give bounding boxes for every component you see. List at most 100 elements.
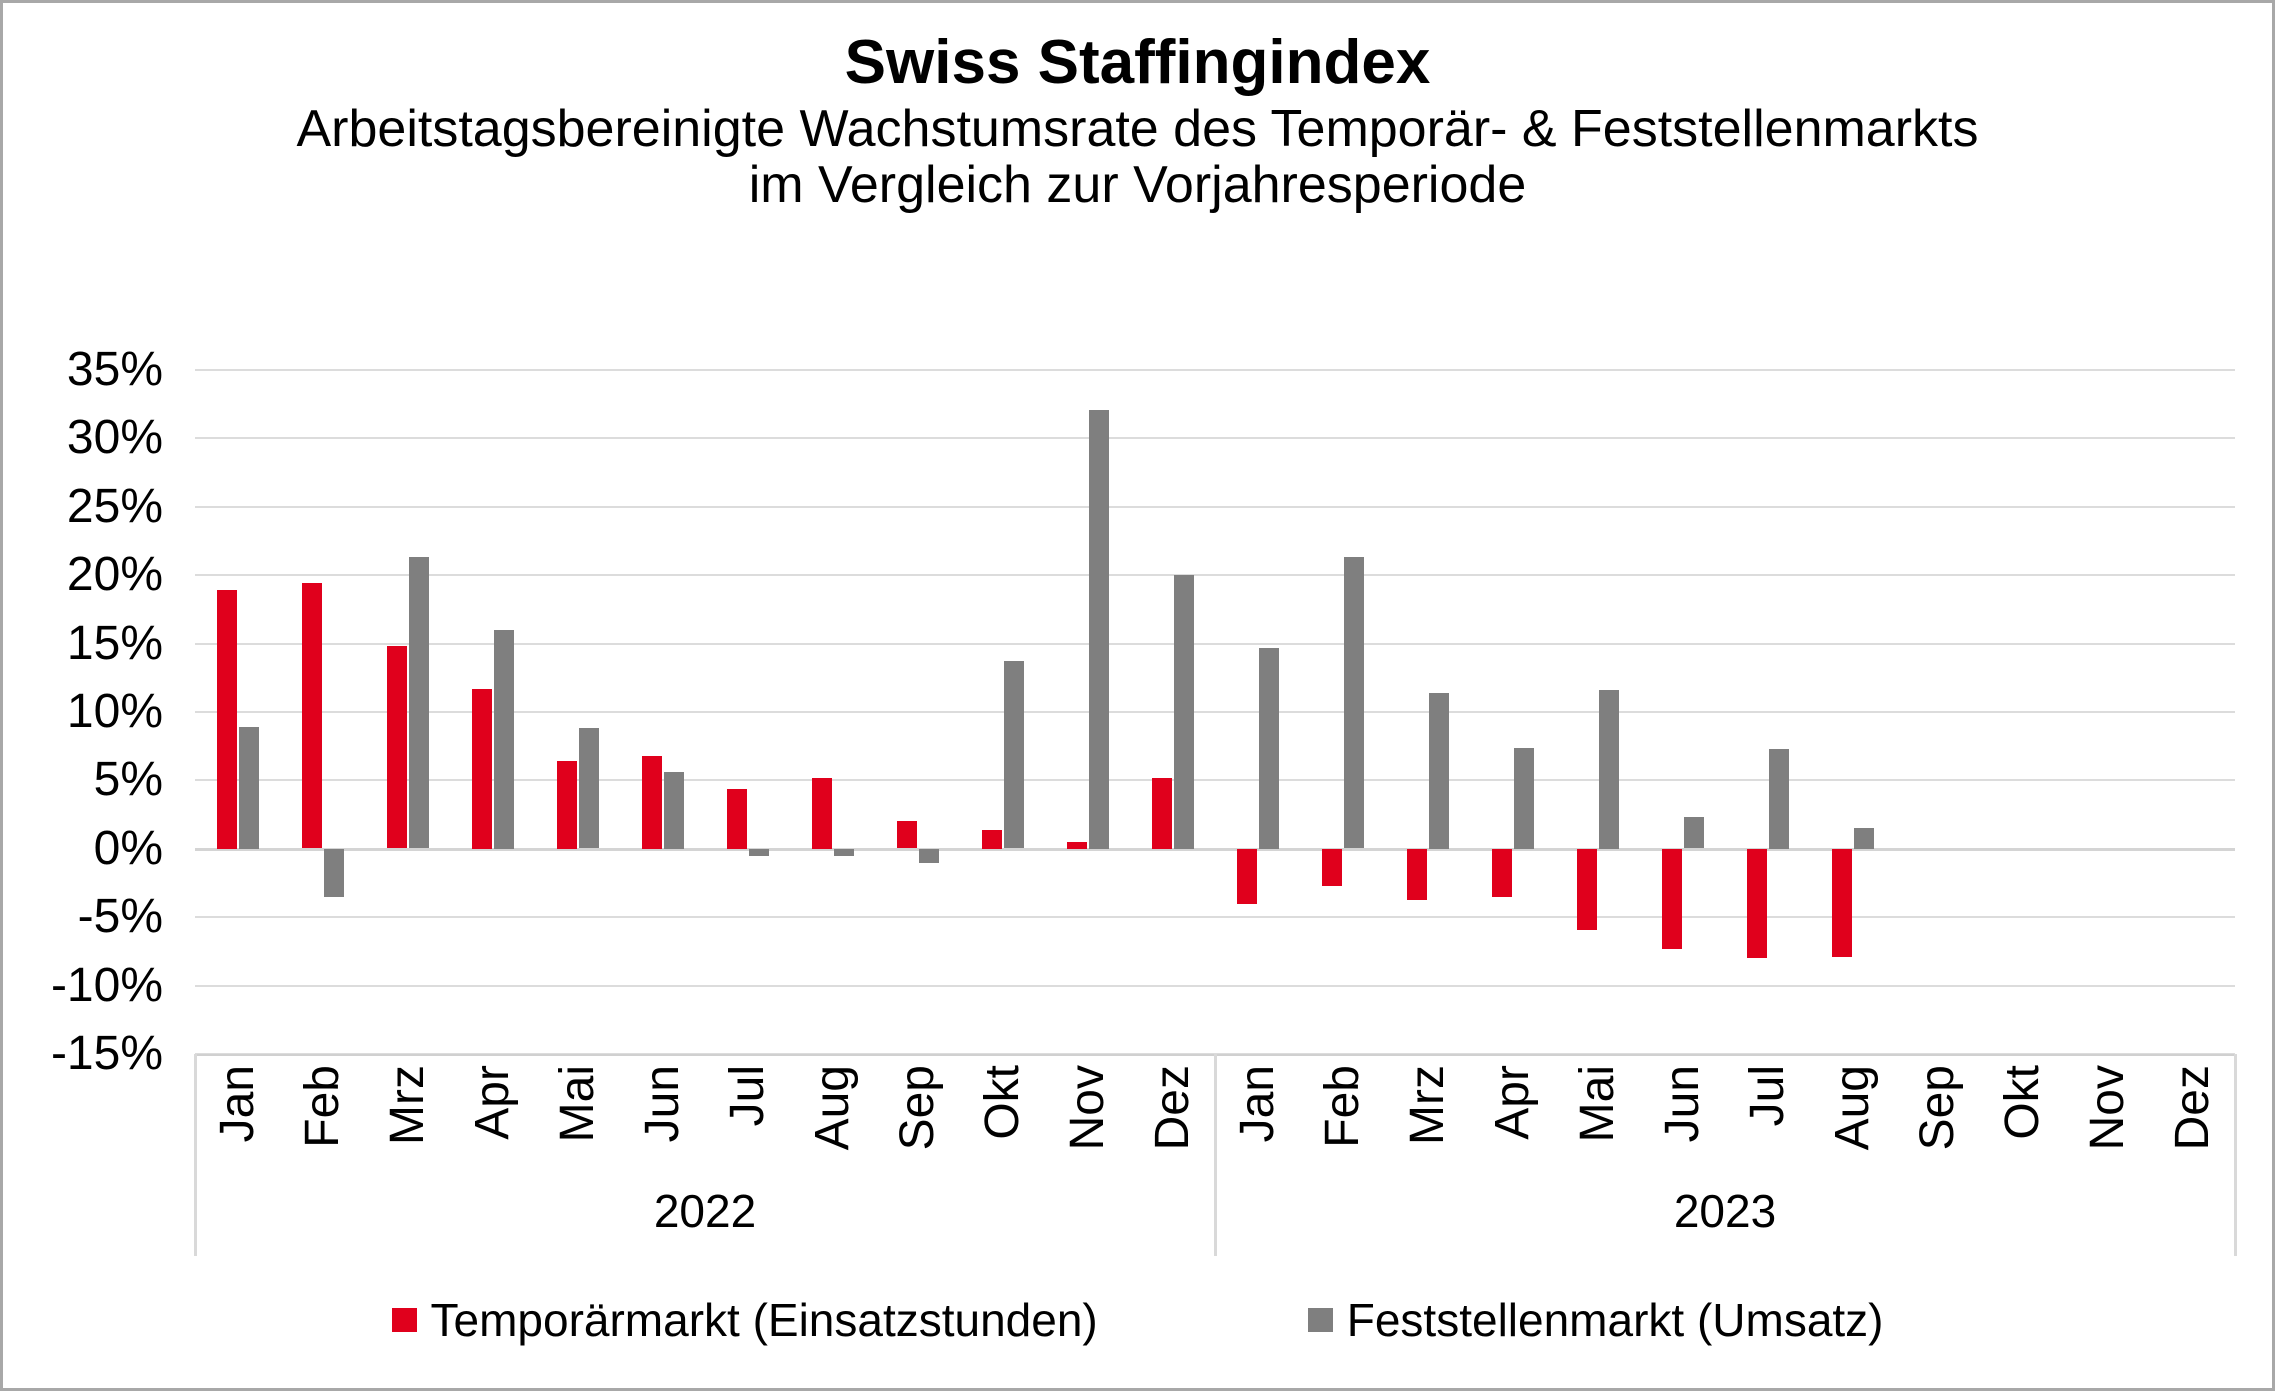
chart-subtitle: Arbeitstagsbereinigte Wachstumsrate des … [3,101,2272,213]
bar-temporaermarkt-2023-Apr [1492,849,1512,897]
year-group-separator-1 [1214,1054,1217,1256]
bar-temporaermarkt-2023-Mrz [1407,849,1427,900]
bar-feststellenmarkt-2023-Mai [1599,690,1619,849]
bar-temporaermarkt-2022-Apr [472,689,492,849]
month-label-text: Jan [1231,1065,1284,1143]
x-tick-month-6: Jul [705,1065,790,1190]
x-tick-month-4: Mai [535,1065,620,1190]
bar-feststellenmarkt-2022-Sep [919,849,939,863]
month-label-text: Feb [1316,1065,1369,1148]
month-label-text: Sep [891,1065,944,1151]
bar-feststellenmarkt-2022-Dez [1174,575,1194,849]
legend-swatch-temporaermarkt [391,1308,417,1332]
x-tick-month-5: Jun [620,1065,705,1190]
x-tick-month-7: Aug [790,1065,875,1190]
month-label-text: Mai [551,1065,604,1143]
x-tick-month-23: Dez [2150,1065,2235,1190]
bar-feststellenmarkt-2022-Mai [579,728,599,848]
month-label-text: Jul [721,1065,774,1127]
bar-temporaermarkt-2022-Mrz [387,646,407,848]
bar-feststellenmarkt-2023-Aug [1854,828,1874,849]
chart-subtitle-line2: im Vergleich zur Vorjahresperiode [748,156,1527,214]
bar-temporaermarkt-2023-Aug [1832,849,1852,957]
gridline-25 [195,506,2235,508]
month-label-text: Mai [1571,1065,1624,1143]
month-label-text: Nov [2081,1065,2134,1151]
y-tick-label-0: 0% [93,822,163,875]
legend-swatch-feststellenmarkt [1307,1308,1333,1332]
legend: Temporärmarkt (Einsatzstunden) Feststell… [3,1293,2272,1347]
y-tick-label-30: 30% [66,411,163,464]
x-tick-month-20: Sep [1895,1065,1980,1190]
bar-temporaermarkt-2023-Jun [1662,849,1682,949]
gridline-15 [195,643,2235,645]
x-tick-month-13: Feb [1300,1065,1385,1190]
year-group-separator-2 [2234,1054,2237,1256]
y-tick-label--5: -5% [77,890,163,943]
gridline-20 [195,574,2235,576]
month-label-text: Aug [1826,1065,1879,1151]
y-tick-label-20: 20% [66,548,163,601]
month-label-text: Nov [1061,1065,1114,1151]
x-tick-month-17: Jun [1640,1065,1725,1190]
bar-feststellenmarkt-2023-Jun [1684,817,1704,848]
x-tick-month-22: Nov [2065,1065,2150,1190]
y-tick-label--10: -10% [50,959,163,1012]
bar-feststellenmarkt-2022-Apr [494,630,514,849]
bar-temporaermarkt-2022-Jul [727,789,747,849]
bar-feststellenmarkt-2022-Okt [1004,661,1024,848]
y-tick-label-15: 15% [66,617,163,670]
bar-temporaermarkt-2023-Feb [1322,849,1342,886]
bar-feststellenmarkt-2022-Aug [834,849,854,856]
month-label-text: Okt [1996,1065,2049,1140]
gridline-10 [195,711,2235,713]
month-label-text: Mrz [1401,1065,1454,1145]
bar-feststellenmarkt-2022-Mrz [409,557,429,848]
gridline-5 [195,779,2235,781]
bar-temporaermarkt-2022-Dez [1152,778,1172,849]
bar-temporaermarkt-2022-Aug [812,778,832,849]
x-tick-month-14: Mrz [1385,1065,1470,1190]
bar-feststellenmarkt-2023-Feb [1344,557,1364,848]
x-tick-month-9: Okt [960,1065,1045,1190]
bar-feststellenmarkt-2022-Jan [239,727,259,849]
bar-feststellenmarkt-2022-Jul [749,849,769,856]
month-label-text: Mrz [381,1065,434,1145]
legend-label-temporaermarkt: Temporärmarkt (Einsatzstunden) [430,1294,1098,1346]
y-tick-label-5: 5% [93,753,163,806]
month-label-text: Jan [211,1065,264,1143]
x-tick-month-1: Feb [280,1065,365,1190]
x-tick-month-21: Okt [1980,1065,2065,1190]
bar-temporaermarkt-2022-Mai [557,761,577,849]
bar-temporaermarkt-2023-Jul [1747,849,1767,958]
gridline--5 [195,916,2235,918]
month-label-text: Jun [636,1065,689,1143]
bar-feststellenmarkt-2023-Jan [1259,648,1279,849]
y-tick-label-10: 10% [66,685,163,738]
year-group-separator-0 [194,1054,197,1256]
x-tick-month-16: Mai [1555,1065,1640,1190]
chart-title: Swiss Staffingindex [844,28,1431,97]
x-tick-month-10: Nov [1045,1065,1130,1190]
x-tick-month-8: Sep [875,1065,960,1190]
month-label-text: Dez [1146,1065,1199,1151]
bar-feststellenmarkt-2023-Mrz [1429,693,1449,849]
plot-area [195,369,2235,1055]
year-label-2023: 2023 [1673,1185,1777,1237]
x-tick-month-12: Jan [1215,1065,1300,1190]
month-label-text: Aug [806,1065,859,1151]
year-label-2022: 2022 [653,1185,757,1237]
y-tick-label-25: 25% [66,480,163,533]
chart-subtitle-line1: Arbeitstagsbereinigte Wachstumsrate des … [296,100,1979,158]
legend-label-feststellenmarkt: Feststellenmarkt (Umsatz) [1346,1294,1884,1346]
month-label-text: Feb [296,1065,349,1148]
x-tick-month-15: Apr [1470,1065,1555,1190]
bar-feststellenmarkt-2022-Feb [324,849,344,897]
month-label-text: Jul [1741,1065,1794,1127]
bar-temporaermarkt-2022-Feb [302,583,322,848]
x-tick-month-18: Jul [1725,1065,1810,1190]
bar-temporaermarkt-2022-Okt [982,830,1002,849]
bar-temporaermarkt-2023-Mai [1577,849,1597,930]
x-tick-month-19: Aug [1810,1065,1895,1190]
gridline-30 [195,437,2235,439]
